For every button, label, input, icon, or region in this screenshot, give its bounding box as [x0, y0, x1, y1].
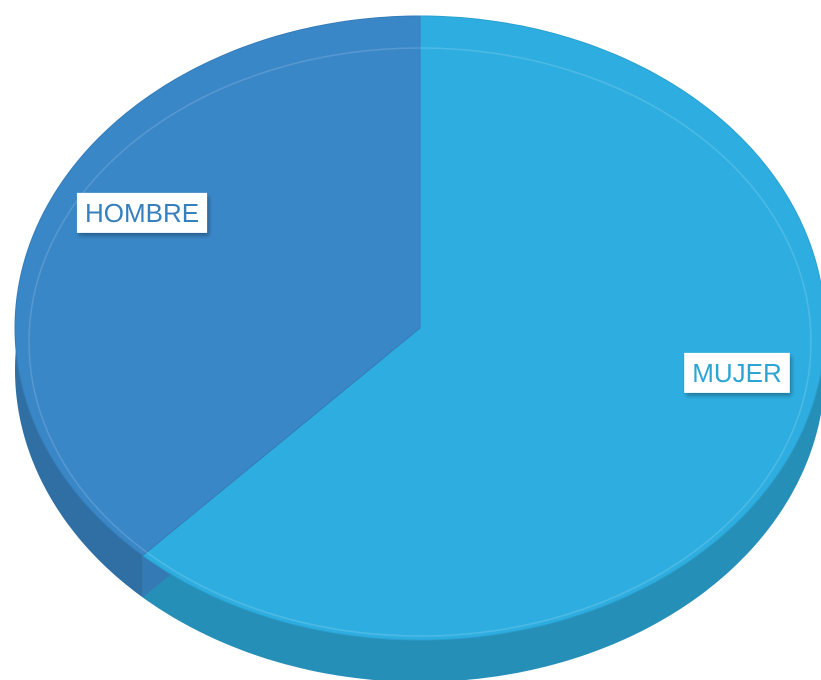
rim-highlight: [28, 47, 812, 637]
pie-labels: MUJER HOMBRE: [76, 192, 790, 393]
pie-slice: [141, 15, 821, 641]
label-box: [76, 192, 208, 233]
label-box: [684, 352, 790, 393]
slice-label-text: HOMBRE: [85, 198, 199, 228]
slice-label: MUJER: [684, 352, 790, 393]
pie-tops: [14, 15, 821, 641]
slice-label-text: MUJER: [692, 358, 782, 388]
slice-label: HOMBRE: [76, 192, 208, 233]
slice-side: [142, 16, 821, 680]
pie-slice: [14, 15, 421, 557]
